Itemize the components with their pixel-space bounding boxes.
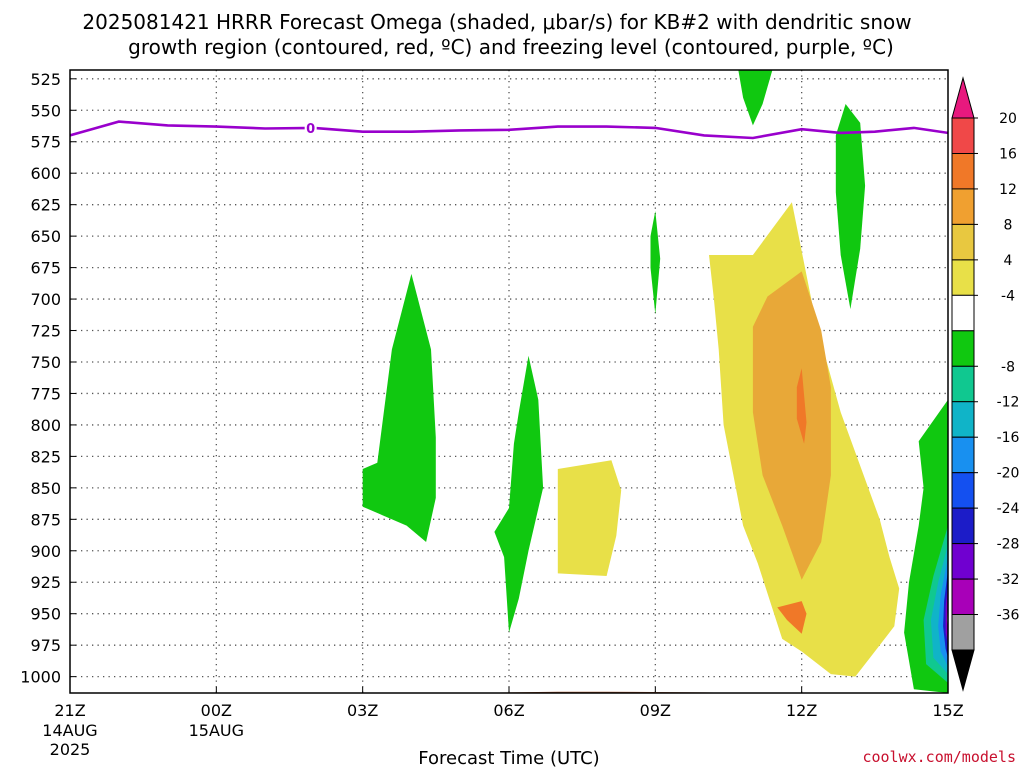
colorbar-bin <box>951 365 975 403</box>
x-tick-label: 09Z <box>640 701 671 720</box>
y-tick-label: 525 <box>30 70 61 89</box>
omega-region-orange <box>752 271 831 580</box>
colorbar-bin <box>951 153 975 190</box>
colorbar: 20 16 12 8 4 -4 -8 -12 -16 -20 -24 -28 -32 -36 <box>951 76 1020 692</box>
y-tick-label: 775 <box>30 384 61 403</box>
y-tick-label: 875 <box>30 510 61 529</box>
y-tick-label: 975 <box>30 636 61 655</box>
x-tick-label: 06Z <box>493 701 524 720</box>
y-tick-label: 600 <box>30 164 61 183</box>
y-tick-label: 750 <box>30 353 61 372</box>
colorbar-label: 8 <box>1004 217 1013 233</box>
omega-region-green <box>835 104 866 310</box>
colorbar-bin <box>951 188 975 225</box>
colorbar-bin <box>951 472 975 509</box>
x-tick-year: 2025 <box>50 740 91 759</box>
x-tick-label: 21Z <box>54 701 85 720</box>
omega-region-green <box>494 355 544 633</box>
colorbar-label: 16 <box>999 146 1017 162</box>
colorbar-label: -4 <box>1001 288 1015 304</box>
x-tick-label: 03Z <box>347 701 378 720</box>
colorbar-bin <box>951 117 975 154</box>
y-tick-label: 950 <box>30 605 61 624</box>
y-tick-label: 675 <box>30 259 61 278</box>
colorbar-label: 12 <box>999 182 1017 198</box>
omega-region-green <box>362 273 436 542</box>
freezing-level-line <box>70 120 948 140</box>
colorbar-label: -12 <box>997 395 1020 411</box>
y-tick-label: 575 <box>30 133 61 152</box>
credit-link[interactable]: coolwx.com/models <box>862 748 1016 766</box>
colorbar-label: -36 <box>997 608 1020 624</box>
y-tick-label: 550 <box>30 101 61 120</box>
y-tick-label: 625 <box>30 196 61 215</box>
chart-title-line-2: growth region (contoured, red, ºC) and f… <box>128 35 894 59</box>
y-tick-label: 925 <box>30 573 61 592</box>
omega-region-green <box>738 70 773 126</box>
colorbar-label: -32 <box>997 572 1020 588</box>
colorbar-label: 20 <box>999 111 1017 127</box>
colorbar-label: 4 <box>1004 253 1013 269</box>
x-tick-label: 12Z <box>786 701 817 720</box>
omega-region-darkorange <box>777 601 807 634</box>
colorbar-label: -8 <box>1001 359 1015 375</box>
colorbar-label: -24 <box>997 501 1020 517</box>
colorbar-bin <box>951 259 975 296</box>
plot-frame <box>69 69 949 694</box>
colorbar-label: -28 <box>997 537 1020 553</box>
y-tick-label: 850 <box>30 479 61 498</box>
x-tick-label: 00Z <box>201 701 232 720</box>
y-tick-label: 725 <box>30 322 61 341</box>
x-tick-label: 15Z <box>932 701 963 720</box>
omega-region-green <box>650 211 661 315</box>
colorbar-bottom-arrow <box>951 649 975 692</box>
chart-title-line-1: 2025081421 HRRR Forecast Omega (shaded, … <box>82 10 911 34</box>
y-tick-label: 1000 <box>20 668 61 687</box>
freezing-level-label: 0 <box>306 122 315 137</box>
colorbar-bin <box>951 578 975 616</box>
freezing-level-label-bg <box>304 119 317 136</box>
colorbar-label: -16 <box>997 430 1020 446</box>
colorbar-top-arrow <box>951 76 975 119</box>
colorbar-bin <box>951 401 975 438</box>
y-tick-label: 650 <box>30 227 61 246</box>
colorbar-bin <box>951 294 975 332</box>
y-tick-label: 800 <box>30 416 61 435</box>
y-tick-label: 825 <box>30 447 61 466</box>
colorbar-label: -20 <box>997 466 1020 482</box>
colorbar-bin <box>951 223 975 261</box>
plot-area: 525 550 575 600 625 650 675 700 725 750 775 800 825 8… <box>20 69 964 759</box>
colorbar-bin <box>951 436 975 474</box>
x-tick-date: 15AUG <box>189 721 244 740</box>
omega-region-darkorange <box>796 368 807 444</box>
omega-regions: 0 <box>70 70 948 693</box>
y-tick-label: 900 <box>30 542 61 561</box>
colorbar-bin <box>951 507 975 545</box>
y-tick-label: 700 <box>30 290 61 309</box>
x-axis-label: Forecast Time (UTC) <box>418 748 599 768</box>
colorbar-bin <box>951 330 975 367</box>
colorbar-bin <box>951 614 975 651</box>
colorbar-bin <box>951 543 975 580</box>
x-tick-date: 14AUG <box>42 721 97 740</box>
omega-region-yellow <box>557 460 622 576</box>
